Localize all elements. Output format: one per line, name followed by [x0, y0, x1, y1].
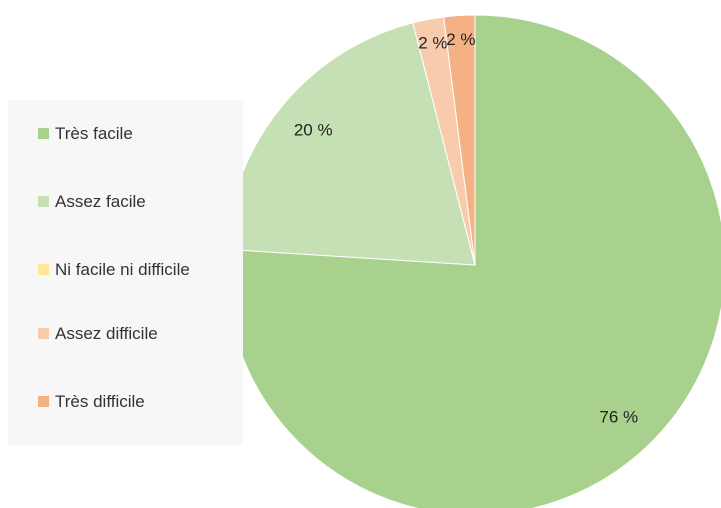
data-label: 2 % [446, 30, 475, 49]
legend-item: Assez facile [38, 190, 198, 214]
legend-swatch [38, 264, 49, 275]
legend-label: Très facile [55, 124, 133, 143]
legend-label: Très difficile [55, 392, 145, 411]
legend-label: Assez facile [55, 192, 146, 211]
legend-label: Assez difficile [55, 324, 158, 343]
legend: Très facile Assez facile Ni facile ni diff… [8, 100, 243, 445]
data-label: 76 % [599, 408, 638, 427]
legend-swatch [38, 128, 49, 139]
pie-slice [224, 14, 721, 508]
legend-item: Très facile [38, 122, 198, 146]
legend-swatch [38, 328, 49, 339]
legend-label: Ni facile ni difficile [55, 260, 190, 279]
legend-item: Assez difficile [38, 322, 198, 346]
legend-item: Ni facile ni difficile [38, 258, 198, 282]
data-label: 2 % [418, 33, 447, 52]
data-label: 20 % [294, 121, 333, 140]
pie-slice [443, 14, 476, 266]
legend-swatch [38, 396, 49, 407]
legend-swatch [38, 196, 49, 207]
legend-item: Très difficile [38, 390, 198, 414]
